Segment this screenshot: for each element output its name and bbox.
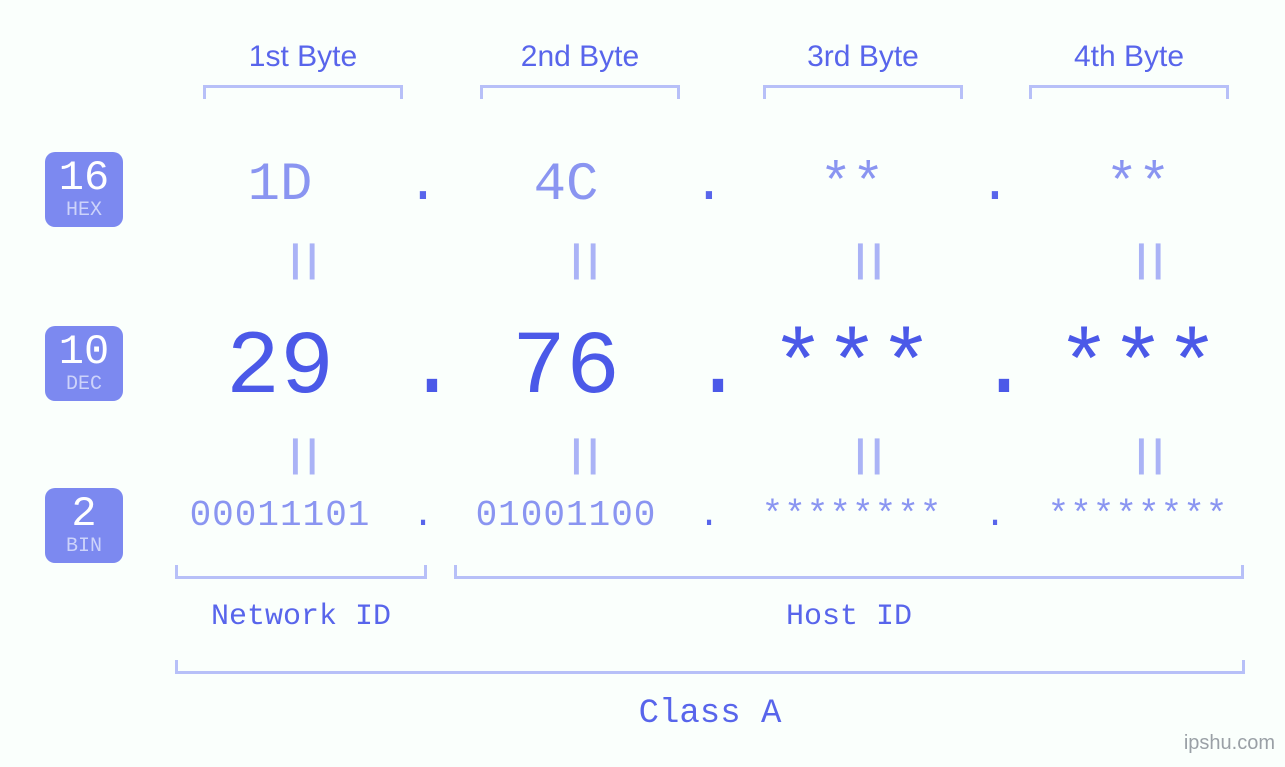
hex-dot-2: . <box>691 155 727 216</box>
byte-header-4: 4th Byte <box>1029 40 1229 74</box>
byte-header-1: 1st Byte <box>203 40 403 74</box>
equals-hex-dec-2: || <box>565 240 599 283</box>
dec-dot-3: . <box>977 318 1013 420</box>
equals-dec-bin-3: || <box>849 435 883 478</box>
bin-dot-1: . <box>405 495 441 536</box>
dec-row: 29 . 76 . *** . *** <box>155 318 1265 420</box>
byte-header-2: 2nd Byte <box>480 40 680 74</box>
badge-hex-num: 16 <box>59 157 109 199</box>
dec-byte-2: 76 <box>441 318 691 420</box>
dec-byte-4: *** <box>1013 318 1263 420</box>
top-bracket-1 <box>203 85 403 99</box>
badge-dec-label: DEC <box>66 373 102 397</box>
host-id-label: Host ID <box>454 600 1244 634</box>
network-id-label: Network ID <box>175 600 427 634</box>
equals-dec-bin-2: || <box>565 435 599 478</box>
badge-hex-label: HEX <box>66 199 102 223</box>
equals-hex-dec-1: || <box>284 240 318 283</box>
watermark: ipshu.com <box>1184 732 1275 755</box>
bin-byte-1: 00011101 <box>155 495 405 536</box>
host-id-bracket <box>454 565 1244 579</box>
equals-hex-dec-3: || <box>849 240 883 283</box>
byte-header-3: 3rd Byte <box>763 40 963 74</box>
badge-bin-num: 2 <box>71 493 96 535</box>
hex-byte-1: 1D <box>155 155 405 216</box>
badge-dec: 10 DEC <box>45 326 123 401</box>
bin-row: 00011101 . 01001100 . ******** . *******… <box>155 495 1265 536</box>
equals-dec-bin-4: || <box>1130 435 1164 478</box>
equals-dec-bin-1: || <box>284 435 318 478</box>
hex-byte-4: ** <box>1013 155 1263 216</box>
dec-byte-3: *** <box>727 318 977 420</box>
network-id-bracket <box>175 565 427 579</box>
top-bracket-3 <box>763 85 963 99</box>
hex-byte-3: ** <box>727 155 977 216</box>
badge-bin: 2 BIN <box>45 488 123 563</box>
dec-dot-2: . <box>691 318 727 420</box>
badge-hex: 16 HEX <box>45 152 123 227</box>
bin-byte-4: ******** <box>1013 495 1263 536</box>
bin-byte-3: ******** <box>727 495 977 536</box>
bin-dot-3: . <box>977 495 1013 536</box>
hex-byte-2: 4C <box>441 155 691 216</box>
class-label: Class A <box>175 695 1245 733</box>
top-bracket-2 <box>480 85 680 99</box>
hex-dot-3: . <box>977 155 1013 216</box>
equals-hex-dec-4: || <box>1130 240 1164 283</box>
hex-row: 1D . 4C . ** . ** <box>155 155 1265 216</box>
badge-bin-label: BIN <box>66 535 102 559</box>
top-bracket-4 <box>1029 85 1229 99</box>
bin-byte-2: 01001100 <box>441 495 691 536</box>
class-bracket <box>175 660 1245 674</box>
bin-dot-2: . <box>691 495 727 536</box>
badge-dec-num: 10 <box>59 331 109 373</box>
dec-byte-1: 29 <box>155 318 405 420</box>
dec-dot-1: . <box>405 318 441 420</box>
hex-dot-1: . <box>405 155 441 216</box>
